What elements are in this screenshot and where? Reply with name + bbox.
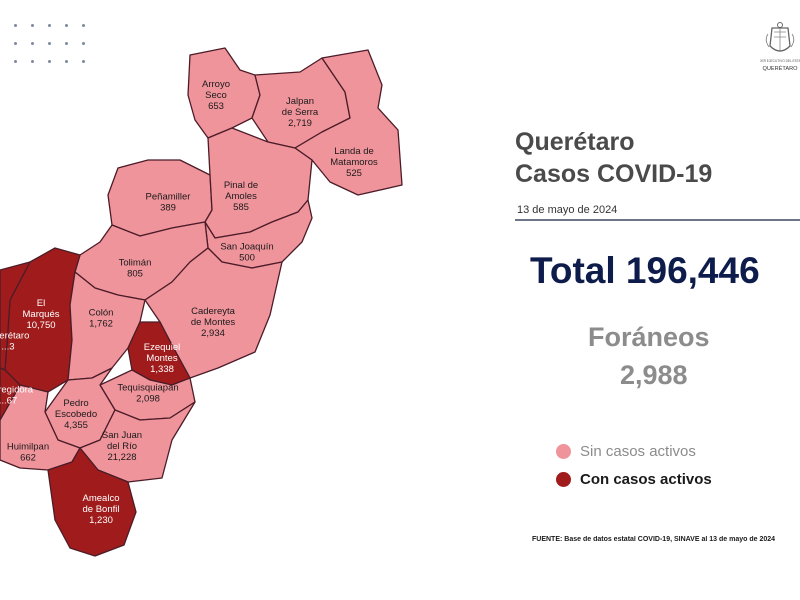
municipality-name-corregidora: Corregidora: [0, 385, 34, 396]
decorative-dot: [14, 60, 17, 63]
municipality-queretaro: [0, 261, 31, 371]
municipality-name-amealco-de-bonfil: Amealco: [83, 493, 120, 504]
municipality-cases-amealco-de-bonfil: 1,230: [89, 515, 113, 526]
municipality-name-el-marques: Marqués: [23, 309, 60, 320]
municipality-name-queretaro: Querétaro: [0, 331, 29, 342]
decorative-dot: [14, 24, 17, 27]
map-title-cases: Casos COVID-19: [515, 160, 713, 188]
municipality-name-san-juan-del-rio: San Juan: [102, 430, 142, 441]
municipality-name-el-marques: El: [37, 298, 45, 309]
total-cases: Total 196,446: [530, 250, 760, 291]
source-note: FUENTE: Base de datos estatal COVID-19, …: [532, 536, 776, 543]
municipality-name-pedro-escobedo: Pedro: [63, 398, 88, 409]
municipality-cases-pedro-escobedo: 4,355: [64, 420, 88, 431]
municipality-cases-san-joaquin: 500: [239, 253, 255, 264]
municipality-name-arroyo-seco: Seco: [205, 90, 227, 101]
municipality-name-pinal-de-amoles: Amoles: [225, 191, 257, 202]
municipality-name-cadereyta-de-montes: de Montes: [191, 317, 236, 328]
legend-swatch-active: [556, 471, 571, 487]
municipality-cases-tequisquiapan: 2,098: [136, 394, 160, 405]
decorative-dot: [31, 24, 34, 27]
decorative-dot: [65, 42, 68, 45]
municipality-name-pedro-escobedo: Escobedo: [55, 409, 97, 420]
foraneos-label: Foráneos: [588, 322, 710, 352]
decorative-dots: [14, 24, 94, 72]
decorative-dot: [48, 24, 51, 27]
legend-label-inactive: Sin casos activos: [580, 442, 696, 460]
legend-item-active: Con casos activos: [556, 468, 712, 490]
municipality-cases-corregidora: ...67: [0, 396, 17, 407]
municipality-name-colon: Colón: [89, 308, 114, 319]
municipality-name-landa-de-matamoros: Matamoros: [330, 157, 378, 168]
municipality-cases-el-marques: 10,750: [26, 320, 55, 331]
decorative-dot: [82, 42, 85, 45]
legend-item-inactive: Sin casos activos: [556, 440, 696, 462]
municipality-name-pinal-de-amoles: Pinal de: [224, 180, 258, 191]
decorative-dot: [82, 24, 85, 27]
decorative-dot: [14, 42, 17, 45]
title-divider: [515, 219, 800, 221]
decorative-dot: [31, 42, 34, 45]
municipality-san-juan-del-rio: [79, 401, 196, 483]
map-title-state: Querétaro: [515, 128, 635, 156]
municipality-cases-penamiller: 389: [160, 203, 176, 214]
municipality-corregidora: [0, 367, 21, 421]
municipality-name-amealco-de-bonfil: de Bonfil: [83, 504, 120, 515]
svg-text:PODER EJECUTIVO DEL ESTADO: PODER EJECUTIVO DEL ESTADO: [760, 59, 800, 63]
decorative-dot: [31, 60, 34, 63]
decorative-dot: [65, 24, 68, 27]
municipality-cases-cadereyta-de-montes: 2,934: [201, 328, 225, 339]
state-coat-of-arms-icon: PODER EJECUTIVO DEL ESTADO QUERÉTARO: [760, 22, 800, 72]
municipality-cases-colon: 1,762: [89, 319, 113, 330]
municipality-name-huimilpan: Huimilpan: [7, 442, 49, 453]
municipality-cases-toliman: 805: [127, 269, 143, 280]
municipality-name-jalpan-de-serra: Jalpan: [286, 96, 314, 107]
municipality-cases-huimilpan: 662: [20, 453, 36, 464]
municipality-name-toliman: Tolimán: [119, 258, 152, 269]
municipality-name-cadereyta-de-montes: Cadereyta: [191, 306, 236, 317]
municipality-name-landa-de-matamoros: Landa de: [334, 146, 374, 157]
municipality-name-san-joaquin: San Joaquín: [220, 242, 273, 253]
municipality-cases-queretaro: ...3: [1, 342, 14, 353]
municipality-name-ezequiel-montes: Montes: [146, 353, 177, 364]
municipality-cases-ezequiel-montes: 1,338: [150, 364, 174, 375]
municipality-name-jalpan-de-serra: de Serra: [282, 107, 319, 118]
logo-text: QUERÉTARO: [762, 65, 798, 72]
legend-label-active: Con casos activos: [580, 470, 712, 488]
report-date: 13 de mayo de 2024: [517, 204, 618, 216]
municipality-cases-arroyo-seco: 653: [208, 101, 224, 112]
foraneos-value: 2,988: [620, 360, 688, 390]
municipality-cases-jalpan-de-serra: 2,719: [288, 118, 312, 129]
legend-swatch-inactive: [556, 443, 571, 459]
municipality-amealco-de-bonfil: [47, 447, 137, 557]
municipality-name-san-juan-del-rio: del Río: [107, 441, 137, 452]
municipality-name-ezequiel-montes: Ezequiel: [144, 342, 180, 353]
municipality-cases-pinal-de-amoles: 585: [233, 202, 249, 213]
decorative-dot: [48, 42, 51, 45]
municipality-name-arroyo-seco: Arroyo: [202, 79, 230, 90]
municipality-landa-de-matamoros: [294, 49, 403, 196]
decorative-dot: [65, 60, 68, 63]
decorative-dot: [48, 60, 51, 63]
municipality-name-tequisquiapan: Tequisquiapan: [117, 383, 178, 394]
municipality-name-penamiller: Peñamiller: [146, 192, 191, 203]
decorative-dot: [82, 60, 85, 63]
municipality-cases-landa-de-matamoros: 525: [346, 168, 362, 179]
municipality-cases-san-juan-del-rio: 21,228: [107, 452, 136, 463]
